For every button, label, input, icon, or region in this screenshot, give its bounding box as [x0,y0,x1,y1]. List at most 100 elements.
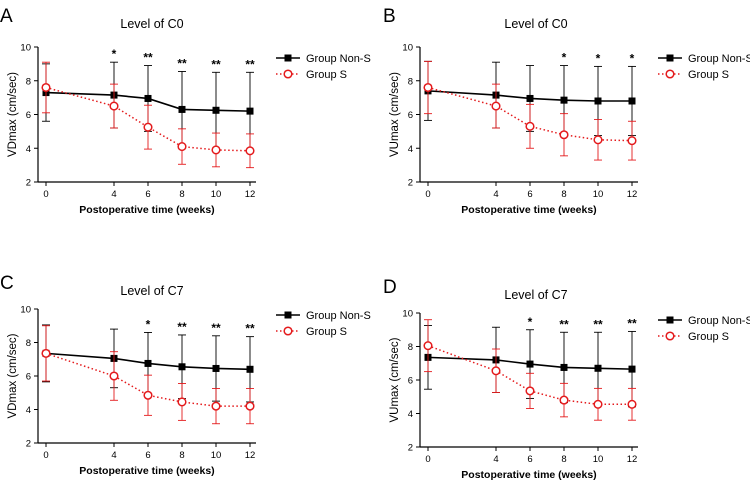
y-tick-label: 2 [408,178,413,189]
series-line [45,352,251,371]
legend-item-s: Group S [276,326,347,338]
legend-label: Group S [306,69,347,81]
legend-marker [283,69,293,79]
x-tick-label: 12 [627,454,638,465]
y-tick-label: 6 [408,376,413,387]
significance-mark: ** [143,51,153,65]
significance-mark: ** [627,316,637,330]
legend-item-non-s: Group Non-S [658,53,750,65]
significance-mark: * [112,47,117,61]
data-point [144,359,152,367]
legend-marker [665,69,675,79]
y-tick-label: 4 [408,144,413,155]
series-line [45,86,251,152]
legend-item-s: Group S [658,331,729,343]
data-point [594,364,602,372]
y-tick-label: 10 [20,43,31,54]
y-axis-label: VDmax (cm/sec) [7,333,19,418]
data-point [423,82,433,93]
x-tick-label: 8 [561,189,566,200]
y-tick-label: 4 [26,405,31,416]
legend-item-non-s: Group Non-S [658,315,750,327]
x-tick-label: 4 [111,450,116,461]
y-tick-label: 2 [26,178,31,189]
series-line [45,352,250,407]
data-point [177,142,187,152]
legend-marker [666,316,674,324]
y-tick-label: 6 [26,372,31,383]
y-tick-label: 6 [26,110,31,121]
x-axis-label: Postoperative time (weeks) [461,469,596,481]
data-point [594,97,602,105]
y-axis-label: VDmax (cm/sec) [7,72,19,157]
x-axis-label: Postoperative time (weeks) [79,204,214,216]
legend-label: Group Non-S [688,53,750,65]
data-point [526,360,534,368]
panel-A: A Level of C0 2 4 6 8 10 0 4 6 8 10 12 Postoperative … [0,6,371,216]
legend-label: Group Non-S [306,53,371,65]
y-tick-label: 4 [408,409,413,420]
legend-label: Group Non-S [306,310,371,322]
legend-marker [284,54,292,62]
x-tick-label: 8 [561,454,566,465]
significance-mark: * [562,51,567,65]
x-tick-label: 6 [145,189,150,200]
y-tick-label: 4 [26,144,31,155]
x-tick-label: 0 [43,189,48,200]
significance-mark: ** [245,322,255,336]
data-point [628,365,636,373]
data-point [212,106,220,114]
y-axis-label: VUmax (cm/sec) [389,337,401,422]
data-point [144,94,152,102]
data-point [212,364,220,372]
panel-label: D [383,277,397,298]
data-point [627,136,637,146]
data-point [593,399,603,409]
panel-label: B [383,6,396,27]
x-axis-label: Postoperative time (weeks) [79,465,214,477]
x-tick-label: 4 [111,189,116,200]
significance-mark: ** [177,320,187,334]
data-point [423,341,433,351]
legend-label: Group Non-S [688,315,750,327]
data-point [560,96,568,104]
x-tick-label: 4 [493,454,498,465]
x-tick-label: 10 [211,450,222,461]
significance-mark: * [146,317,151,331]
y-axis-label: VUmax (cm/sec) [389,72,401,157]
legend-label: Group S [688,331,729,343]
data-point [526,94,534,102]
y-tick-label: 8 [408,342,413,353]
x-axis-label: Postoperative time (weeks) [461,204,596,216]
significance-mark: ** [245,57,255,71]
legend-item-non-s: Group Non-S [276,53,371,65]
x-tick-label: 10 [593,189,604,200]
data-point [109,101,119,111]
y-tick-label: 10 [20,305,31,316]
significance-mark: ** [211,57,221,71]
series-line [427,86,633,142]
data-point [178,363,186,371]
data-point [211,145,221,155]
panel-C: C Level of C7 2 4 6 8 10 0 4 6 8 10 12 Postoperative … [0,273,371,477]
significance-mark: * [596,51,601,65]
x-tick-label: 10 [593,454,604,465]
legend-item-s: Group S [658,69,729,81]
x-tick-label: 4 [493,189,498,200]
data-point [491,101,501,111]
data-point [491,366,501,376]
data-point [246,365,254,373]
data-point [559,395,569,405]
x-tick-label: 8 [179,189,184,200]
data-point [41,348,51,358]
x-tick-label: 8 [179,450,184,461]
data-point [41,82,51,93]
y-tick-label: 8 [408,76,413,87]
x-tick-label: 6 [527,454,532,465]
legend-marker [283,326,293,336]
legend-marker [284,311,292,319]
series-s [423,319,637,421]
legend-label: Group S [688,69,729,81]
significance-mark: ** [593,317,603,331]
